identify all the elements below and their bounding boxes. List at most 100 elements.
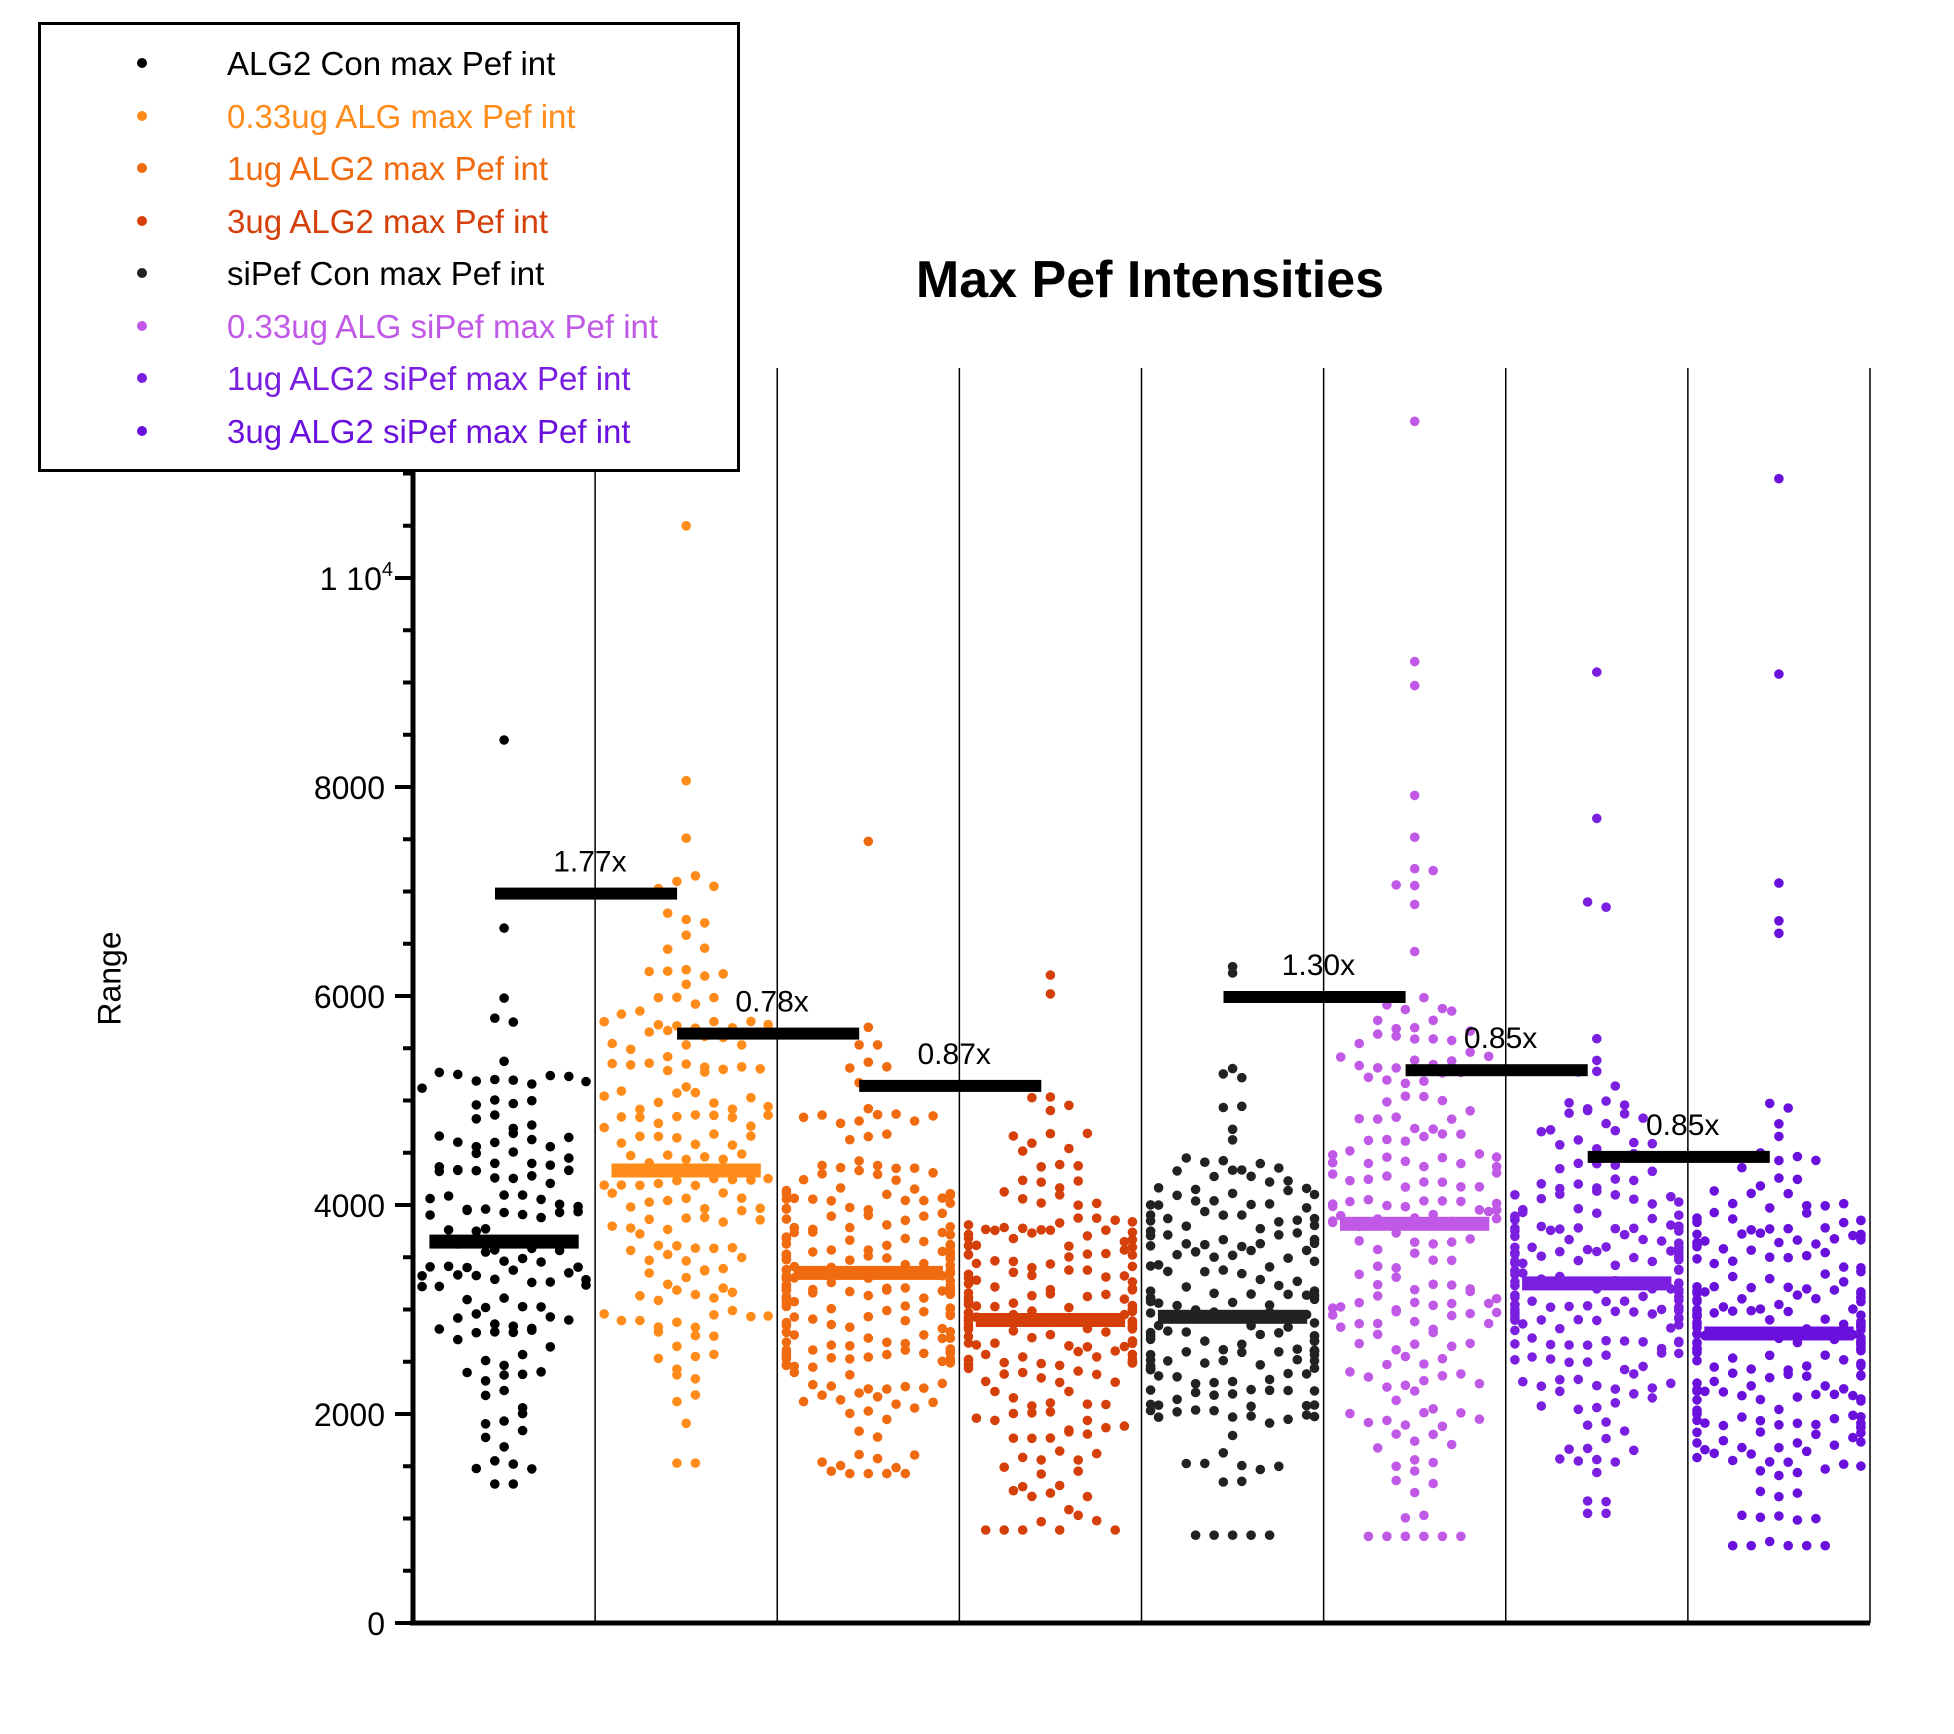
- data-point: [1638, 1291, 1648, 1302]
- data-point: [1437, 1152, 1448, 1163]
- data-point: [1391, 1306, 1401, 1317]
- data-point: [709, 1293, 719, 1303]
- data-point: [1573, 1223, 1584, 1233]
- data-point: [909, 1403, 920, 1413]
- data-point: [1345, 1367, 1355, 1377]
- data-point: [1409, 832, 1420, 842]
- data-point: [1491, 1307, 1502, 1318]
- data-point: [517, 1253, 528, 1264]
- data-point: [1820, 1201, 1830, 1211]
- data-point: [625, 1060, 636, 1070]
- data-point: [718, 1217, 728, 1227]
- data-point: [554, 1199, 565, 1210]
- data-point: [826, 1466, 837, 1476]
- data-point: [480, 1204, 491, 1214]
- data-point: [1829, 1234, 1840, 1244]
- data-point: [653, 1295, 664, 1306]
- data-point: [1054, 1480, 1065, 1491]
- data-point: [1391, 1112, 1401, 1122]
- fold-change-annotations: 1.77x 0.78x 0.87x 1.30x 0.85x 0.85x: [495, 846, 1770, 1163]
- data-point: [536, 1212, 546, 1223]
- data-point: [681, 1418, 691, 1429]
- data-point: [1774, 878, 1784, 888]
- data-point: [999, 1222, 1009, 1233]
- data-point: [1856, 1345, 1866, 1356]
- data-point: [863, 1022, 874, 1033]
- data-point: [709, 1331, 719, 1341]
- data-point: [1555, 1323, 1565, 1334]
- data-point: [417, 1083, 427, 1093]
- data-point: [835, 1395, 846, 1405]
- data-point: [845, 1063, 855, 1073]
- data-point: [1409, 1487, 1420, 1498]
- data-point: [1127, 1306, 1138, 1317]
- data-point: [1153, 1183, 1164, 1193]
- data-point: [1564, 1444, 1574, 1454]
- data-point: [999, 1369, 1009, 1379]
- data-point: [1283, 1322, 1293, 1332]
- data-point: [1246, 1245, 1256, 1256]
- data-point: [1354, 1297, 1364, 1308]
- data-point: [672, 1370, 682, 1380]
- data-point: [545, 1160, 556, 1170]
- data-point: [1227, 1135, 1238, 1145]
- data-point: [1292, 1276, 1303, 1287]
- data-point: [662, 1195, 673, 1206]
- data-point: [1582, 1420, 1593, 1430]
- data-point: [999, 1187, 1009, 1197]
- data-point: [1727, 1271, 1738, 1282]
- data-point: [1801, 1284, 1812, 1294]
- data-point: [817, 1457, 827, 1467]
- legend-marker: [137, 110, 147, 121]
- data-point: [1054, 1446, 1065, 1456]
- data-point: [1601, 1096, 1611, 1106]
- data-point: [1811, 1513, 1821, 1524]
- data-point: [644, 1268, 654, 1278]
- data-point: [545, 1141, 556, 1152]
- data-point: [1856, 1293, 1866, 1303]
- data-point: [1856, 1266, 1866, 1277]
- data-point: [681, 964, 691, 975]
- data-point: [1409, 416, 1420, 427]
- data-point: [1409, 1284, 1420, 1295]
- data-point: [798, 1174, 809, 1185]
- data-point: [1036, 1162, 1046, 1172]
- data-point: [1274, 1230, 1284, 1240]
- data-point: [1619, 1100, 1630, 1110]
- data-point: [971, 1301, 982, 1311]
- data-point: [1764, 1350, 1775, 1361]
- data-point: [718, 969, 728, 979]
- data-point: [1391, 1272, 1401, 1282]
- data-point: [1190, 1405, 1201, 1415]
- data-point: [1638, 1113, 1648, 1123]
- data-point: [1054, 1360, 1065, 1371]
- data-point: [1428, 1124, 1438, 1134]
- data-point: [508, 1075, 519, 1085]
- data-point: [1774, 1299, 1784, 1310]
- data-point: [1082, 1399, 1093, 1409]
- data-point: [1045, 1329, 1056, 1340]
- data-point: [1027, 1401, 1037, 1411]
- data-point: [672, 1396, 682, 1407]
- data-point: [937, 1246, 948, 1257]
- data-point: [1409, 1237, 1420, 1247]
- data-point: [699, 971, 710, 981]
- data-point: [417, 1281, 427, 1292]
- data-point: [718, 1263, 728, 1274]
- data-point: [1153, 1260, 1164, 1270]
- data-point: [672, 1458, 682, 1468]
- data-point: [826, 1353, 837, 1363]
- data-point: [699, 1266, 710, 1276]
- data-point: [499, 1360, 509, 1371]
- data-point: [1755, 1486, 1766, 1497]
- data-point: [845, 1134, 855, 1145]
- data-point: [625, 1150, 636, 1161]
- data-point: [826, 1211, 837, 1221]
- data-point: [1382, 1531, 1392, 1542]
- data-point: [690, 1087, 701, 1098]
- data-point: [1573, 1203, 1584, 1214]
- data-point: [1456, 1182, 1466, 1192]
- data-point: [755, 1215, 765, 1225]
- data-point: [1027, 1433, 1037, 1444]
- data-point: [1709, 1207, 1719, 1218]
